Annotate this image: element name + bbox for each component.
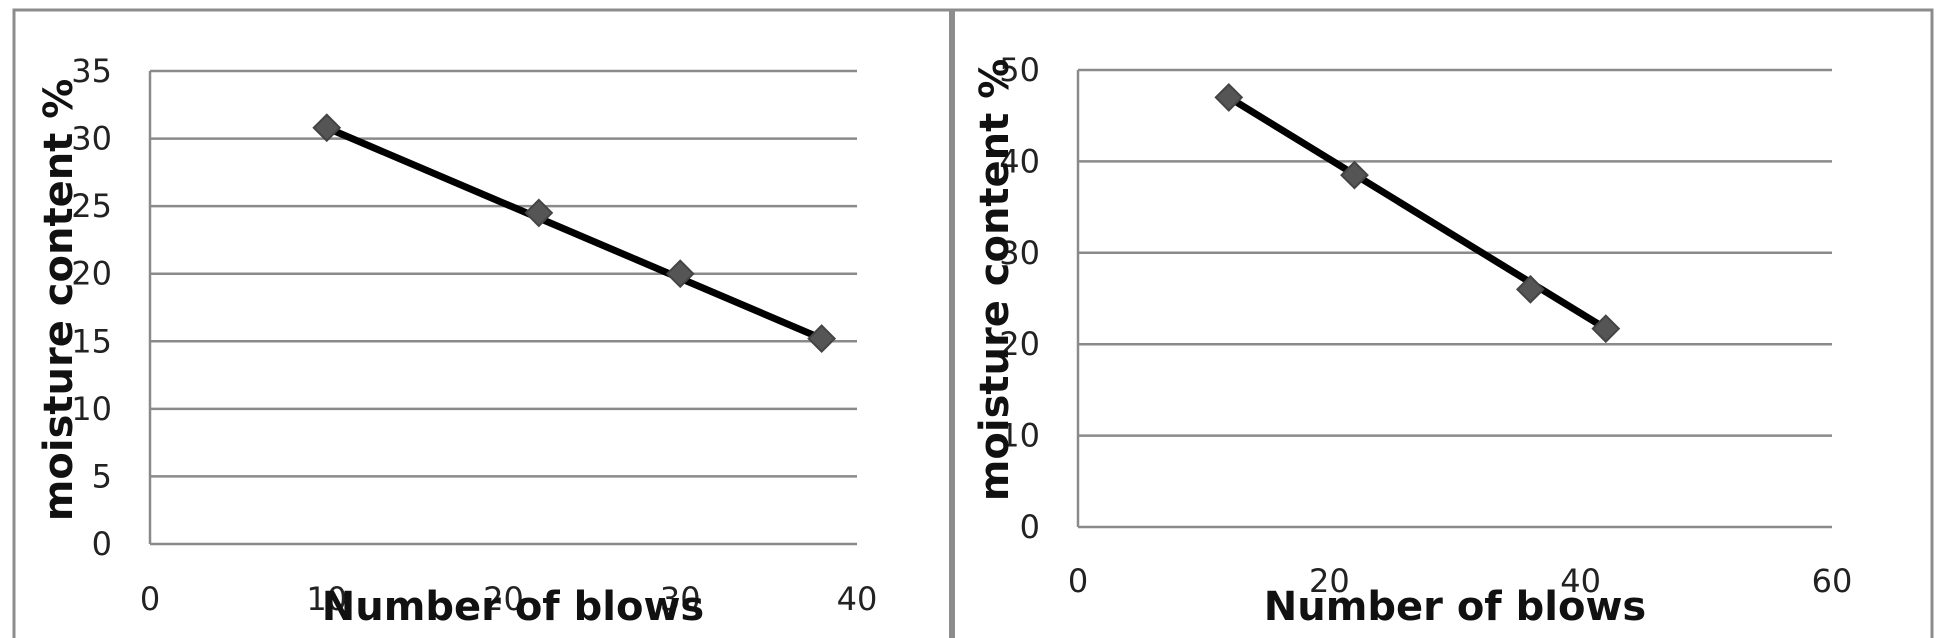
chart-2-data-point [1515, 274, 1545, 304]
chart-1-x-tick-label: 20 [483, 580, 524, 618]
chart-2-y-tick-label: 50 [999, 51, 1040, 89]
chart-2: 0 10 20 30 40 50 0 20 40 60 Number of blows moistur… [972, 51, 1852, 630]
chart-2-y-axis-title: moisture content % [972, 59, 1018, 502]
chart-1: 0 5 10 15 20 25 30 35 0 10 20 30 40 Number of blows mo… [36, 52, 877, 630]
chart-2-x-tick-label: 0 [1068, 562, 1088, 600]
chart-1-x-tick-label: 30 [660, 580, 701, 618]
chart-1-data-point [665, 259, 695, 289]
chart-1-x-tick-label: 10 [306, 580, 347, 618]
chart-1-data-point [524, 198, 554, 228]
chart-1-y-tick-label: 5 [92, 457, 112, 495]
chart-1-x-tick-label: 40 [837, 580, 878, 618]
chart-2-y-tick-label: 20 [999, 325, 1040, 363]
chart-2-frame [950, 8, 1934, 638]
chart-1-y-tick-label: 20 [71, 255, 112, 293]
chart-1-data-point [312, 113, 342, 143]
chart-2-y-tick-label: 30 [999, 234, 1040, 272]
chart-1-trendline [323, 124, 826, 343]
chart-2-y-tick-label: 40 [999, 142, 1040, 180]
chart-1-y-tick-label: 15 [71, 322, 112, 360]
chart-2-data-point [1340, 160, 1369, 190]
chart-2-x-tick-label: 60 [1812, 562, 1853, 600]
chart-2-x-tick-label: 20 [1309, 562, 1350, 600]
chart-1-y-tick-label: 35 [71, 52, 112, 90]
chart-1-x-axis-title: Number of blows [322, 584, 704, 630]
chart-1-y-tick-label: 10 [71, 390, 112, 428]
chart-2-y-tick-label: 0 [1020, 508, 1040, 546]
chart-2-data-point [1591, 314, 1621, 344]
chart-1-x-tick-label: 0 [140, 580, 160, 618]
chart-1-y-tick-label: 25 [71, 187, 112, 225]
chart-1-y-tick-label: 0 [92, 525, 112, 563]
chart-1-y-tick-label: 30 [71, 120, 112, 158]
chart-2-x-tick-label: 40 [1560, 562, 1601, 600]
chart-2-data-point [1214, 83, 1244, 112]
chart-1-data-point [807, 324, 837, 353]
chart-1-y-axis-title: moisture content % [36, 79, 82, 522]
chart-2-x-axis-title: Number of blows [1264, 584, 1646, 630]
chart-2-y-tick-label: 10 [999, 417, 1040, 455]
